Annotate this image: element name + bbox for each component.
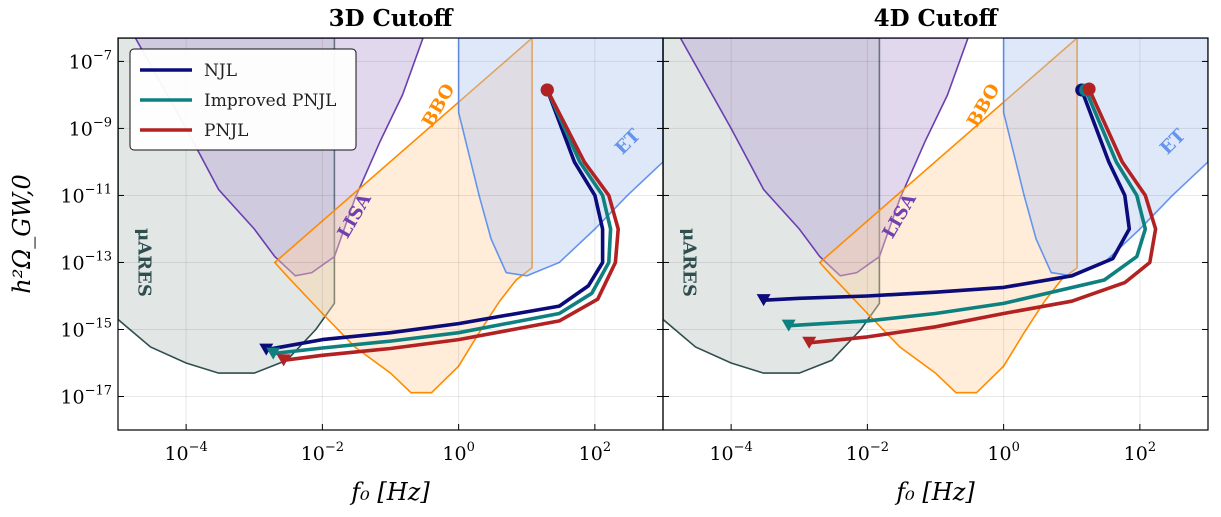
y-axis-label: h²Ω_GW,0 [8, 174, 36, 294]
y-tick-label: 10−17 [60, 383, 112, 408]
y-tick-label: 10−11 [60, 182, 112, 207]
series-improved-pnjl [788, 89, 1148, 328]
x-tick-label: 10−4 [164, 440, 207, 465]
series-end-marker [802, 336, 817, 349]
region-label-ares: μARES [134, 228, 155, 297]
x-axis-label: f₀ [Hz] [349, 478, 430, 506]
x-tick-label: 10−2 [846, 440, 889, 465]
y-tick-label: 10−13 [60, 249, 112, 274]
legend: NJL Improved PNJL PNJL [129, 48, 357, 151]
plot-frame [662, 37, 1209, 431]
x-tick-label: 10−4 [709, 440, 752, 465]
region-lisa [679, 38, 969, 277]
x-axis-label: f₀ [Hz] [894, 478, 975, 506]
x-tick-label: 102 [579, 440, 611, 465]
series-njl [763, 89, 1132, 302]
series-start-marker [1082, 82, 1096, 96]
y-tick-label: 10−15 [60, 316, 112, 341]
region-label-ares: μARES [679, 228, 700, 297]
x-tick-label: 10−2 [301, 440, 344, 465]
panel-title: 4D Cutoff [874, 5, 1000, 32]
series-end-marker [756, 294, 771, 307]
series-njl [265, 89, 605, 352]
series-pnjl [809, 88, 1158, 345]
region-bbo [273, 38, 533, 394]
x-tick-label: 100 [987, 440, 1019, 465]
y-tick-label: 10−9 [69, 115, 112, 140]
series-pnjl [283, 89, 620, 363]
series-end-marker [781, 319, 796, 332]
x-tick-label: 100 [442, 440, 474, 465]
panel-title: 3D Cutoff [329, 5, 455, 32]
legend-box [129, 48, 357, 151]
x-tick-label: 102 [1124, 440, 1156, 465]
legend-label: NJL [204, 61, 237, 81]
series-end-marker [259, 343, 274, 356]
legend-label: PNJL [204, 121, 248, 141]
series-end-marker [266, 347, 281, 360]
region-et [457, 38, 663, 277]
legend-label: Improved PNJL [204, 91, 336, 111]
series-end-marker [276, 354, 291, 367]
y-tick-label: 10−7 [69, 48, 112, 73]
series-improved-pnjl [272, 89, 613, 356]
series-start-marker [540, 83, 554, 97]
region-ares [663, 38, 881, 374]
